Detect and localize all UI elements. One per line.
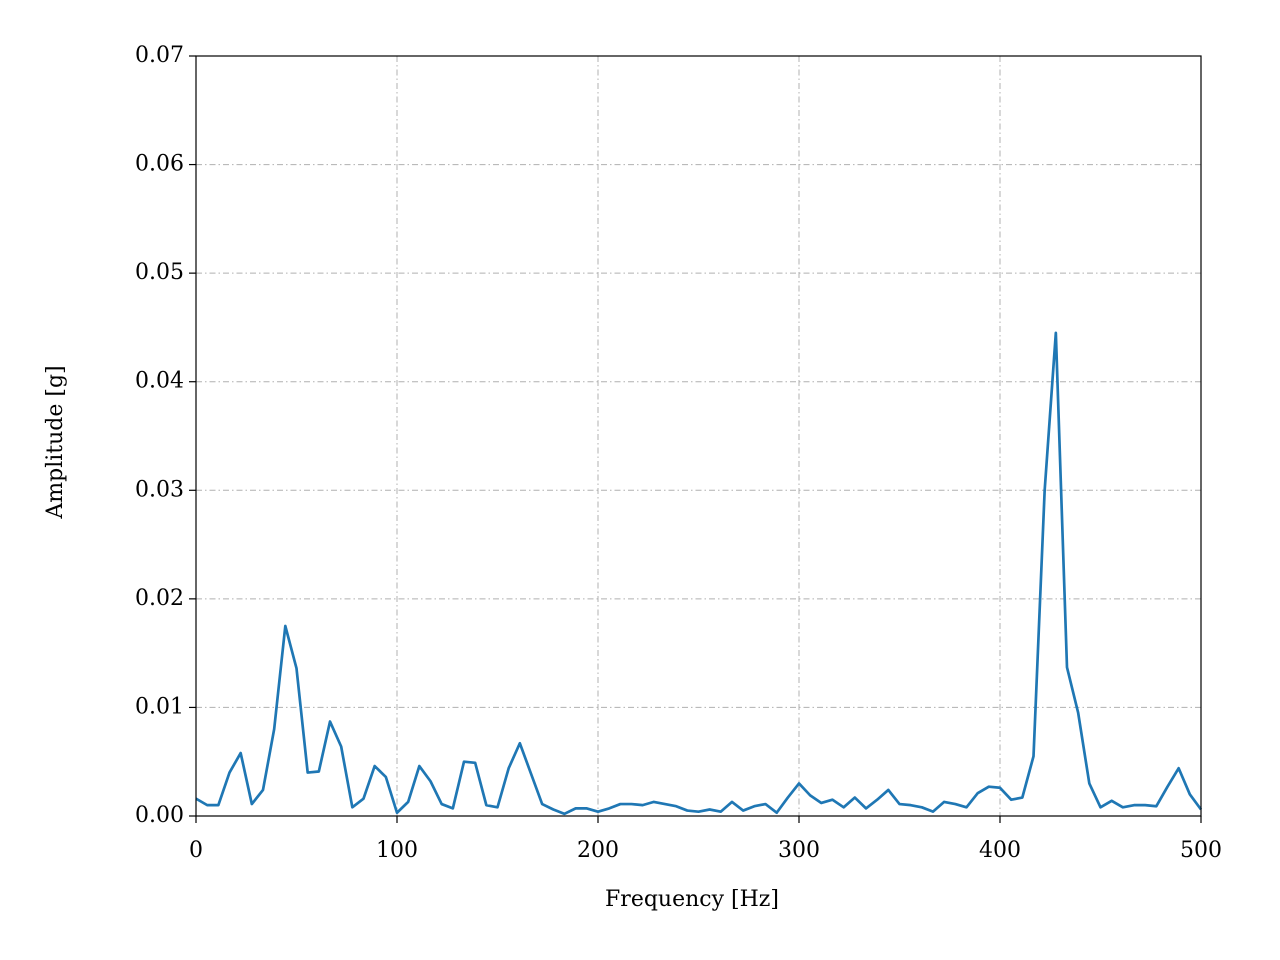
y-tick-label: 0.05: [135, 260, 184, 285]
x-tick-label: 400: [979, 838, 1021, 863]
y-tick-label: 0.01: [135, 694, 184, 719]
y-tick-label: 0.03: [135, 477, 184, 502]
x-tick-label: 500: [1180, 838, 1222, 863]
x-tick-label: 0: [189, 838, 203, 863]
x-axis-label: Frequency [Hz]: [605, 887, 779, 912]
x-tick-label: 300: [778, 838, 820, 863]
y-tick-label: 0.07: [135, 43, 184, 68]
y-tick-label: 0.00: [135, 803, 184, 828]
x-tick-label: 200: [577, 838, 619, 863]
data-line: [195, 331, 1203, 816]
plot-frame: [195, 55, 1202, 817]
y-axis-label: Amplitude [g]: [43, 365, 68, 519]
x-tick-label: 100: [376, 838, 418, 863]
y-tick-label: 0.06: [135, 152, 184, 177]
y-tick-label: 0.04: [135, 369, 184, 394]
y-tick-label: 0.02: [135, 586, 184, 611]
